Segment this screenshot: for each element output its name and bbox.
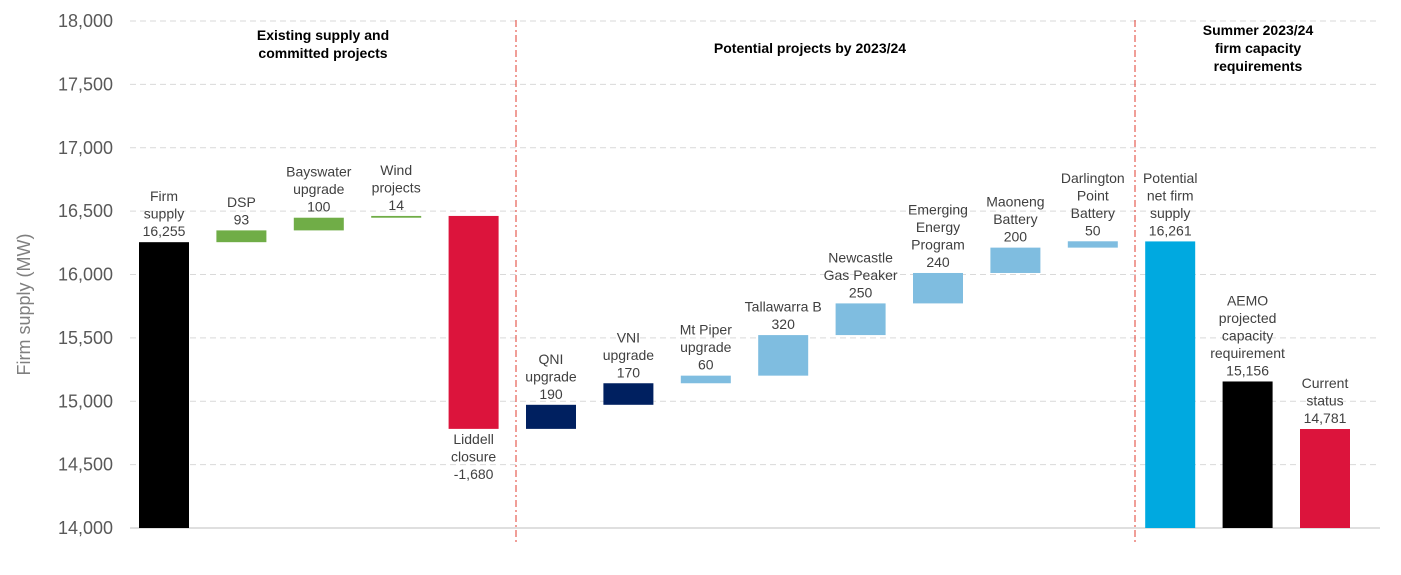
bar [1300, 429, 1350, 528]
bar-label: net firm [1147, 187, 1194, 203]
bar-label: Battery [993, 211, 1037, 227]
bar [1067, 241, 1118, 248]
bar-label: Potential [1143, 170, 1197, 186]
bar-label: Darlington [1061, 170, 1125, 186]
bar-label: Energy [916, 219, 960, 235]
bar [139, 242, 189, 528]
bar-label: 50 [1085, 222, 1101, 238]
bar-label: 16,261 [1149, 222, 1192, 238]
bar-label: Gas Peaker [824, 267, 898, 283]
section-header: firm capacity [1215, 40, 1302, 56]
y-tick-label: 16,500 [58, 201, 113, 221]
bar-label: closure [451, 448, 496, 464]
y-tick-label: 16,000 [58, 265, 113, 285]
bar-label: 170 [617, 364, 641, 380]
bar-label: projects [372, 179, 421, 195]
bar-label: 100 [307, 199, 331, 215]
section-header: Summer 2023/24 [1203, 22, 1314, 38]
bar-label: Mt Piper [680, 322, 732, 338]
bar [680, 375, 731, 384]
bar-label: upgrade [525, 368, 577, 384]
bar-label: upgrade [680, 339, 732, 355]
bar-label: 14,781 [1304, 410, 1347, 426]
section-headers: Existing supply and committed projects Pot… [257, 22, 1314, 74]
bar-label: Program [911, 236, 965, 252]
bar [1145, 241, 1196, 528]
y-axis-ticks: 14,000 14,500 15,000 15,500 16,000 16,500 17,0… [58, 11, 113, 538]
bar-label: Bayswater [286, 164, 352, 180]
bar-label: upgrade [293, 181, 345, 197]
bar-label: supply [1150, 205, 1190, 221]
bar-label: status [1306, 393, 1343, 409]
bar-label: AEMO [1227, 292, 1268, 308]
bar-label: 60 [698, 357, 714, 373]
bar-label: 93 [234, 211, 250, 227]
bar [603, 383, 654, 405]
y-axis-label: Firm supply (MW) [14, 234, 34, 376]
bar-label: supply [144, 206, 184, 222]
bar [990, 247, 1041, 273]
bar [371, 215, 422, 218]
bar-label: VNI [617, 329, 640, 345]
bar-label: 190 [539, 386, 563, 402]
bar-label: DSP [227, 194, 256, 210]
bar-label: 240 [926, 254, 950, 270]
bar [913, 272, 963, 304]
bar [1222, 381, 1273, 528]
y-tick-label: 14,500 [58, 455, 113, 475]
bar-label: 16,255 [143, 223, 186, 239]
y-tick-label: 15,000 [58, 391, 113, 411]
bar [758, 335, 809, 376]
bar [835, 303, 886, 336]
bar-label: 200 [1004, 229, 1028, 245]
y-tick-label: 18,000 [58, 11, 113, 31]
bar-label: -1,680 [454, 466, 494, 482]
bar-label: Emerging [908, 201, 968, 217]
bar-label: Battery [1071, 205, 1115, 221]
bar-label: 250 [849, 284, 873, 300]
bar-label: Liddell [453, 431, 493, 447]
section-dividers [515, 20, 1136, 545]
bar-label: upgrade [603, 347, 655, 363]
section-header: requirements [1214, 58, 1303, 74]
bar-label: Tallawarra B [745, 299, 822, 315]
y-tick-label: 14,000 [58, 518, 113, 538]
section-header: Potential projects by 2023/24 [714, 40, 906, 56]
bar-label: Wind [380, 162, 412, 178]
bar [526, 404, 576, 429]
bars [139, 215, 1350, 528]
bar-label: requirement [1210, 345, 1285, 361]
bar-label: Firm [150, 188, 178, 204]
bar [293, 217, 344, 231]
bar [448, 215, 499, 429]
bar-label: capacity [1222, 327, 1273, 343]
y-tick-label: 17,500 [58, 74, 113, 94]
bar-label: QNI [539, 351, 564, 367]
bar-label: projected [1219, 310, 1277, 326]
bar-labels: Firmsupply16,255DSP93Bayswaterupgrade100… [143, 162, 1349, 482]
bar-label: 320 [772, 316, 796, 332]
section-header: Existing supply and [257, 27, 389, 43]
bar [216, 230, 267, 243]
bar-label: 14 [388, 197, 404, 213]
bar-label: Current [1302, 375, 1349, 391]
bar-label: Point [1077, 187, 1109, 203]
bar-label: 15,156 [1226, 362, 1269, 378]
y-tick-label: 15,500 [58, 328, 113, 348]
bar-label: Newcastle [828, 249, 893, 265]
section-header: committed projects [258, 45, 387, 61]
y-tick-label: 17,000 [58, 138, 113, 158]
bar-label: Maoneng [986, 194, 1044, 210]
